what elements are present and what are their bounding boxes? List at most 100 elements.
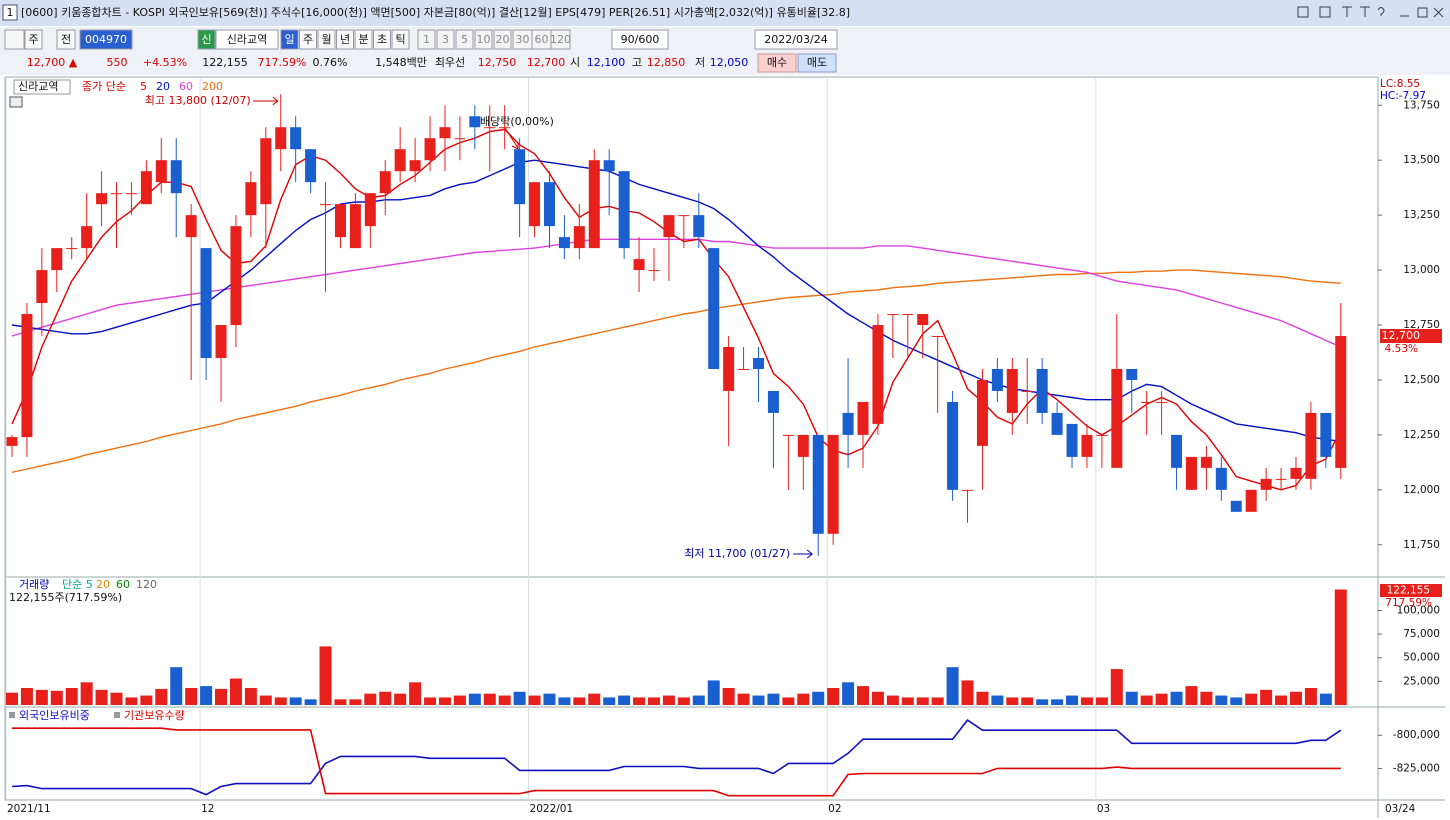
candle-body: [200, 248, 212, 358]
volume-bar: [1304, 687, 1317, 705]
interval-button[interactable]: 20: [496, 33, 510, 46]
y-tick-label: 12,500: [1403, 374, 1440, 386]
period-button-box[interactable]: [354, 29, 373, 50]
period-button[interactable]: 주: [303, 33, 313, 46]
candle-body: [708, 248, 720, 369]
interval-button-box[interactable]: [474, 29, 493, 50]
stock-name[interactable]: 신라교역: [227, 33, 267, 46]
info-turnover: 0.76%: [313, 56, 348, 69]
interval-button[interactable]: 60: [535, 33, 549, 46]
interval-button[interactable]: 120: [550, 33, 571, 46]
candle-body: [693, 215, 705, 238]
candle-body: [1051, 412, 1063, 435]
info-low: 12,050: [710, 56, 749, 69]
period-button[interactable]: 초: [377, 33, 387, 46]
volume-bar: [304, 699, 317, 705]
unit-button[interactable]: 주: [28, 33, 38, 46]
count-field-box[interactable]: [611, 29, 669, 50]
period-button-box[interactable]: [336, 29, 354, 50]
y-tick-label: 50,000: [1403, 652, 1440, 664]
candle-body: [1171, 434, 1183, 468]
candle-body: [827, 434, 839, 534]
period-button-box[interactable]: [391, 29, 410, 50]
control-icon[interactable]: [1377, 7, 1385, 17]
control-icon[interactable]: [1297, 6, 1309, 18]
interval-button[interactable]: 10: [477, 33, 491, 46]
volume-bar: [961, 680, 974, 705]
period-button-box[interactable]: [280, 29, 299, 50]
ma-legend-label: 종가 단순: [82, 80, 126, 93]
volume-bar: [916, 697, 929, 705]
volume-bar: [200, 686, 213, 705]
control-icon[interactable]: [1417, 7, 1428, 18]
candle-body: [230, 226, 242, 326]
volume-bar: [424, 697, 437, 705]
period-button[interactable]: 월: [321, 33, 331, 46]
last-change-label: 4.53%: [1385, 343, 1418, 355]
volume-bar: [50, 690, 63, 705]
volume-bar: [259, 695, 272, 705]
legend-entry: 기관보유수량: [124, 709, 185, 722]
candle-body: [1126, 368, 1138, 380]
period-button[interactable]: 틱: [395, 33, 405, 46]
candle-body: [484, 127, 496, 129]
candle-body: [797, 434, 809, 457]
stock-code-box[interactable]: [79, 29, 133, 50]
legend-entry: 외국인보유비중: [19, 709, 90, 722]
volume-bar: [528, 695, 541, 705]
interval-button[interactable]: 1: [423, 33, 430, 46]
period-button-box[interactable]: [299, 29, 317, 50]
candle-body: [1141, 401, 1153, 403]
info-open: 12,100: [587, 56, 626, 69]
volume-bar: [1185, 686, 1198, 705]
control-icon[interactable]: [1319, 6, 1331, 18]
stock-name-box[interactable]: [215, 29, 279, 50]
period-button-box[interactable]: [317, 29, 336, 50]
interval-button[interactable]: 5: [461, 33, 468, 46]
volume-bar: [20, 687, 33, 705]
candle-body: [6, 437, 18, 446]
market-badge[interactable]: 신: [201, 33, 211, 46]
period-button[interactable]: 년: [340, 33, 350, 46]
candle-body: [573, 226, 585, 249]
interval-button[interactable]: 3: [442, 33, 449, 46]
volume-bar: [1334, 589, 1347, 705]
interval-button-box[interactable]: [493, 29, 512, 50]
control-icon[interactable]: [1433, 7, 1444, 18]
date-field[interactable]: 2022/03/24: [764, 33, 827, 46]
interval-button-box[interactable]: [436, 29, 455, 50]
period-button-box[interactable]: [373, 29, 391, 50]
low-arrow: [793, 549, 814, 559]
volume-subtitle: 122,155주(717.59%): [9, 591, 122, 604]
period-button[interactable]: 분: [358, 33, 368, 46]
unit-button-box[interactable]: [56, 29, 76, 50]
candle-body: [857, 401, 869, 435]
period-button[interactable]: 일: [284, 32, 294, 46]
unit-button-box[interactable]: [24, 29, 43, 50]
volume-bar: [95, 689, 108, 705]
info-change-pct: +4.53%: [143, 56, 187, 69]
unit-button[interactable]: 전: [61, 33, 71, 46]
interval-button-box[interactable]: [550, 29, 571, 50]
interval-button-box[interactable]: [455, 29, 474, 50]
candle-body: [767, 390, 779, 413]
settings-button[interactable]: [4, 29, 25, 50]
buy-button[interactable]: [757, 53, 797, 73]
count-field[interactable]: 90/600: [621, 33, 660, 46]
volume-ma-label: 단순 5: [62, 578, 93, 591]
volume-bar: [588, 693, 601, 705]
date-field-box[interactable]: [754, 29, 838, 50]
window-controls[interactable]: [1297, 6, 1444, 18]
volume-bar: [274, 697, 287, 705]
control-icon[interactable]: [1360, 6, 1370, 17]
sell-button[interactable]: [797, 53, 837, 73]
stock-code[interactable]: 004970: [85, 33, 127, 46]
interval-button-box[interactable]: [417, 29, 436, 50]
buy-label[interactable]: 매수: [767, 56, 787, 69]
control-icon[interactable]: [1342, 6, 1352, 17]
market-badge-box[interactable]: [197, 29, 216, 50]
sell-label[interactable]: 매도: [807, 56, 827, 69]
interval-button[interactable]: 30: [516, 33, 530, 46]
volume-bar: [185, 687, 198, 705]
y-tick-label: 75,000: [1403, 628, 1440, 640]
